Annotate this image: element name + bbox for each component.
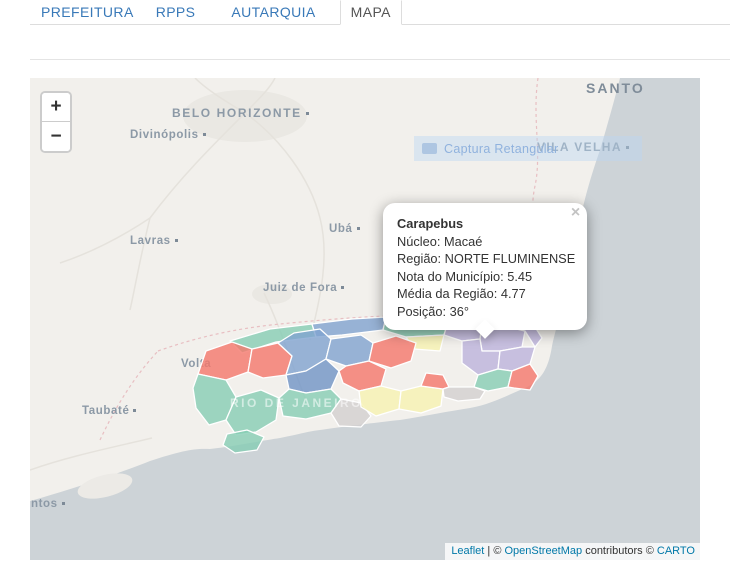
place-label-santos-partial: ntos xyxy=(31,498,65,510)
capture-overlay: Captura Retangular xyxy=(414,136,642,161)
municipality[interactable] xyxy=(368,335,417,369)
popup-media-regiao: Média da Região: 4.77 xyxy=(397,286,526,302)
popup-regiao: Região: NORTE FLUMINENSE xyxy=(397,251,576,267)
tab-autarquia[interactable]: AUTARQUIA xyxy=(231,4,316,20)
city-dot xyxy=(305,112,309,116)
municipality[interactable] xyxy=(197,341,253,381)
municipality[interactable] xyxy=(398,385,444,414)
carto-link[interactable]: CARTO xyxy=(656,545,695,557)
place-label-rio-de-janeiro: RIO DE JANEIRO xyxy=(230,396,364,410)
map-attribution: Leaflet | © OpenStreetMap contributors ©… xyxy=(445,543,700,560)
map-canvas[interactable]: Captura Retangular BELO HORIZONTE Divinó… xyxy=(30,78,700,560)
city-dot xyxy=(61,502,65,506)
place-label-vila-velha: VILA VELHA xyxy=(537,140,629,154)
place-label-divinopolis: Divinópolis xyxy=(130,129,206,141)
place-label-taubate: Taubaté xyxy=(82,405,137,417)
tab-bar: PREFEITURA RPPS AUTARQUIA MAPA xyxy=(30,0,730,25)
municipality[interactable] xyxy=(420,372,450,390)
capture-overlay-label: Captura Retangular xyxy=(444,141,559,156)
urban-area xyxy=(183,90,307,142)
zoom-in-button[interactable]: + xyxy=(42,93,70,122)
ocean xyxy=(30,78,700,560)
place-label-santo: SANTO xyxy=(586,80,645,96)
openstreetmap-link[interactable]: OpenStreetMap xyxy=(504,545,583,557)
municipality[interactable] xyxy=(442,386,486,402)
municipality[interactable] xyxy=(338,360,387,392)
municipality[interactable] xyxy=(507,363,539,391)
popup-content: × Carapebus Núcleo: Macaé Região: NORTE … xyxy=(383,203,588,339)
city-dot xyxy=(202,133,206,137)
popup-close-button[interactable]: × xyxy=(570,204,581,221)
city-dot xyxy=(356,227,360,231)
zoom-out-button[interactable]: − xyxy=(42,122,70,151)
attribution-text: | © xyxy=(484,545,505,557)
leaflet-link[interactable]: Leaflet xyxy=(451,545,485,557)
city-dot xyxy=(174,239,178,243)
island xyxy=(77,473,133,499)
basemap-layer xyxy=(30,78,700,560)
tab-mapa[interactable]: MAPA xyxy=(339,0,402,25)
state-border-dashed xyxy=(99,78,551,441)
popup-posicao: Posição: 36° xyxy=(397,303,469,319)
zoom-control: + − xyxy=(40,91,72,153)
attribution-text: contributors © xyxy=(582,545,657,557)
city-dot xyxy=(133,409,137,413)
place-label-uba: Ubá xyxy=(329,223,360,235)
camera-icon xyxy=(422,143,437,154)
urban-area xyxy=(252,284,292,304)
map-popup: × Carapebus Núcleo: Macaé Região: NORTE … xyxy=(383,203,588,339)
popup-title: Carapebus xyxy=(397,216,464,231)
popup-nota-municipio: Nota do Município: 5.45 xyxy=(397,268,533,284)
popup-nucleo: Núcleo: Macaé xyxy=(397,233,483,249)
tab-prefeitura[interactable]: PREFEITURA xyxy=(41,4,134,20)
place-label-lavras: Lavras xyxy=(130,235,178,247)
tab-rpps[interactable]: RPPS xyxy=(155,4,196,20)
city-dot xyxy=(341,286,345,290)
horizontal-divider xyxy=(30,59,730,60)
place-label-juiz-de-fora: Juiz de Fora xyxy=(263,282,345,294)
city-dot xyxy=(625,146,629,150)
municipality[interactable] xyxy=(222,429,265,454)
municipalities[interactable] xyxy=(192,316,543,454)
choropleth-layer[interactable] xyxy=(30,78,700,560)
place-label-belo-horizonte: BELO HORIZONTE xyxy=(172,106,309,120)
